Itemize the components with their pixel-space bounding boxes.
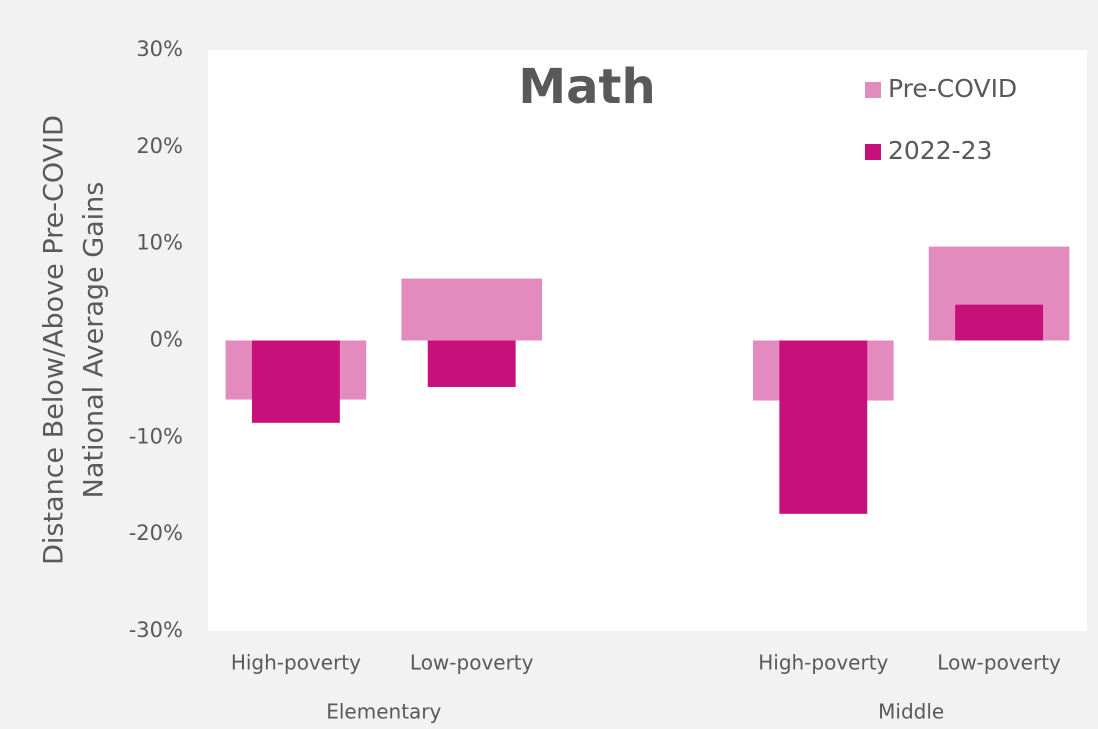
chart-title: Math <box>518 59 655 115</box>
x-tick-label: Low-poverty <box>937 651 1061 675</box>
group-label: Middle <box>878 700 944 724</box>
y-tick-label: 20% <box>136 134 183 158</box>
y-label-line: National Average Gains <box>79 182 110 499</box>
y-tick-label: -10% <box>129 424 183 448</box>
x-tick-label: High-poverty <box>231 651 361 675</box>
bar <box>427 340 516 387</box>
bar <box>779 340 868 514</box>
bar <box>955 304 1044 341</box>
legend-label: Pre-COVID <box>888 74 1017 103</box>
bar <box>401 278 543 341</box>
y-tick-label: -20% <box>129 521 183 545</box>
legend-swatch <box>865 144 881 160</box>
legend-label: 2022-23 <box>888 136 992 165</box>
y-axis-title: Distance Below/Above Pre-COVID National … <box>39 115 110 565</box>
group-label: Elementary <box>326 700 441 724</box>
legend-swatch <box>865 82 881 98</box>
x-tick-label: Low-poverty <box>410 651 534 675</box>
y-tick-label: -30% <box>129 618 183 642</box>
bar <box>251 340 340 423</box>
x-tick-label: High-poverty <box>758 651 888 675</box>
y-tick-label: 30% <box>136 37 183 61</box>
y-tick-label: 10% <box>136 231 183 255</box>
y-tick-label: 0% <box>150 328 183 352</box>
y-label-line: Distance Below/Above Pre-COVID <box>39 115 70 565</box>
